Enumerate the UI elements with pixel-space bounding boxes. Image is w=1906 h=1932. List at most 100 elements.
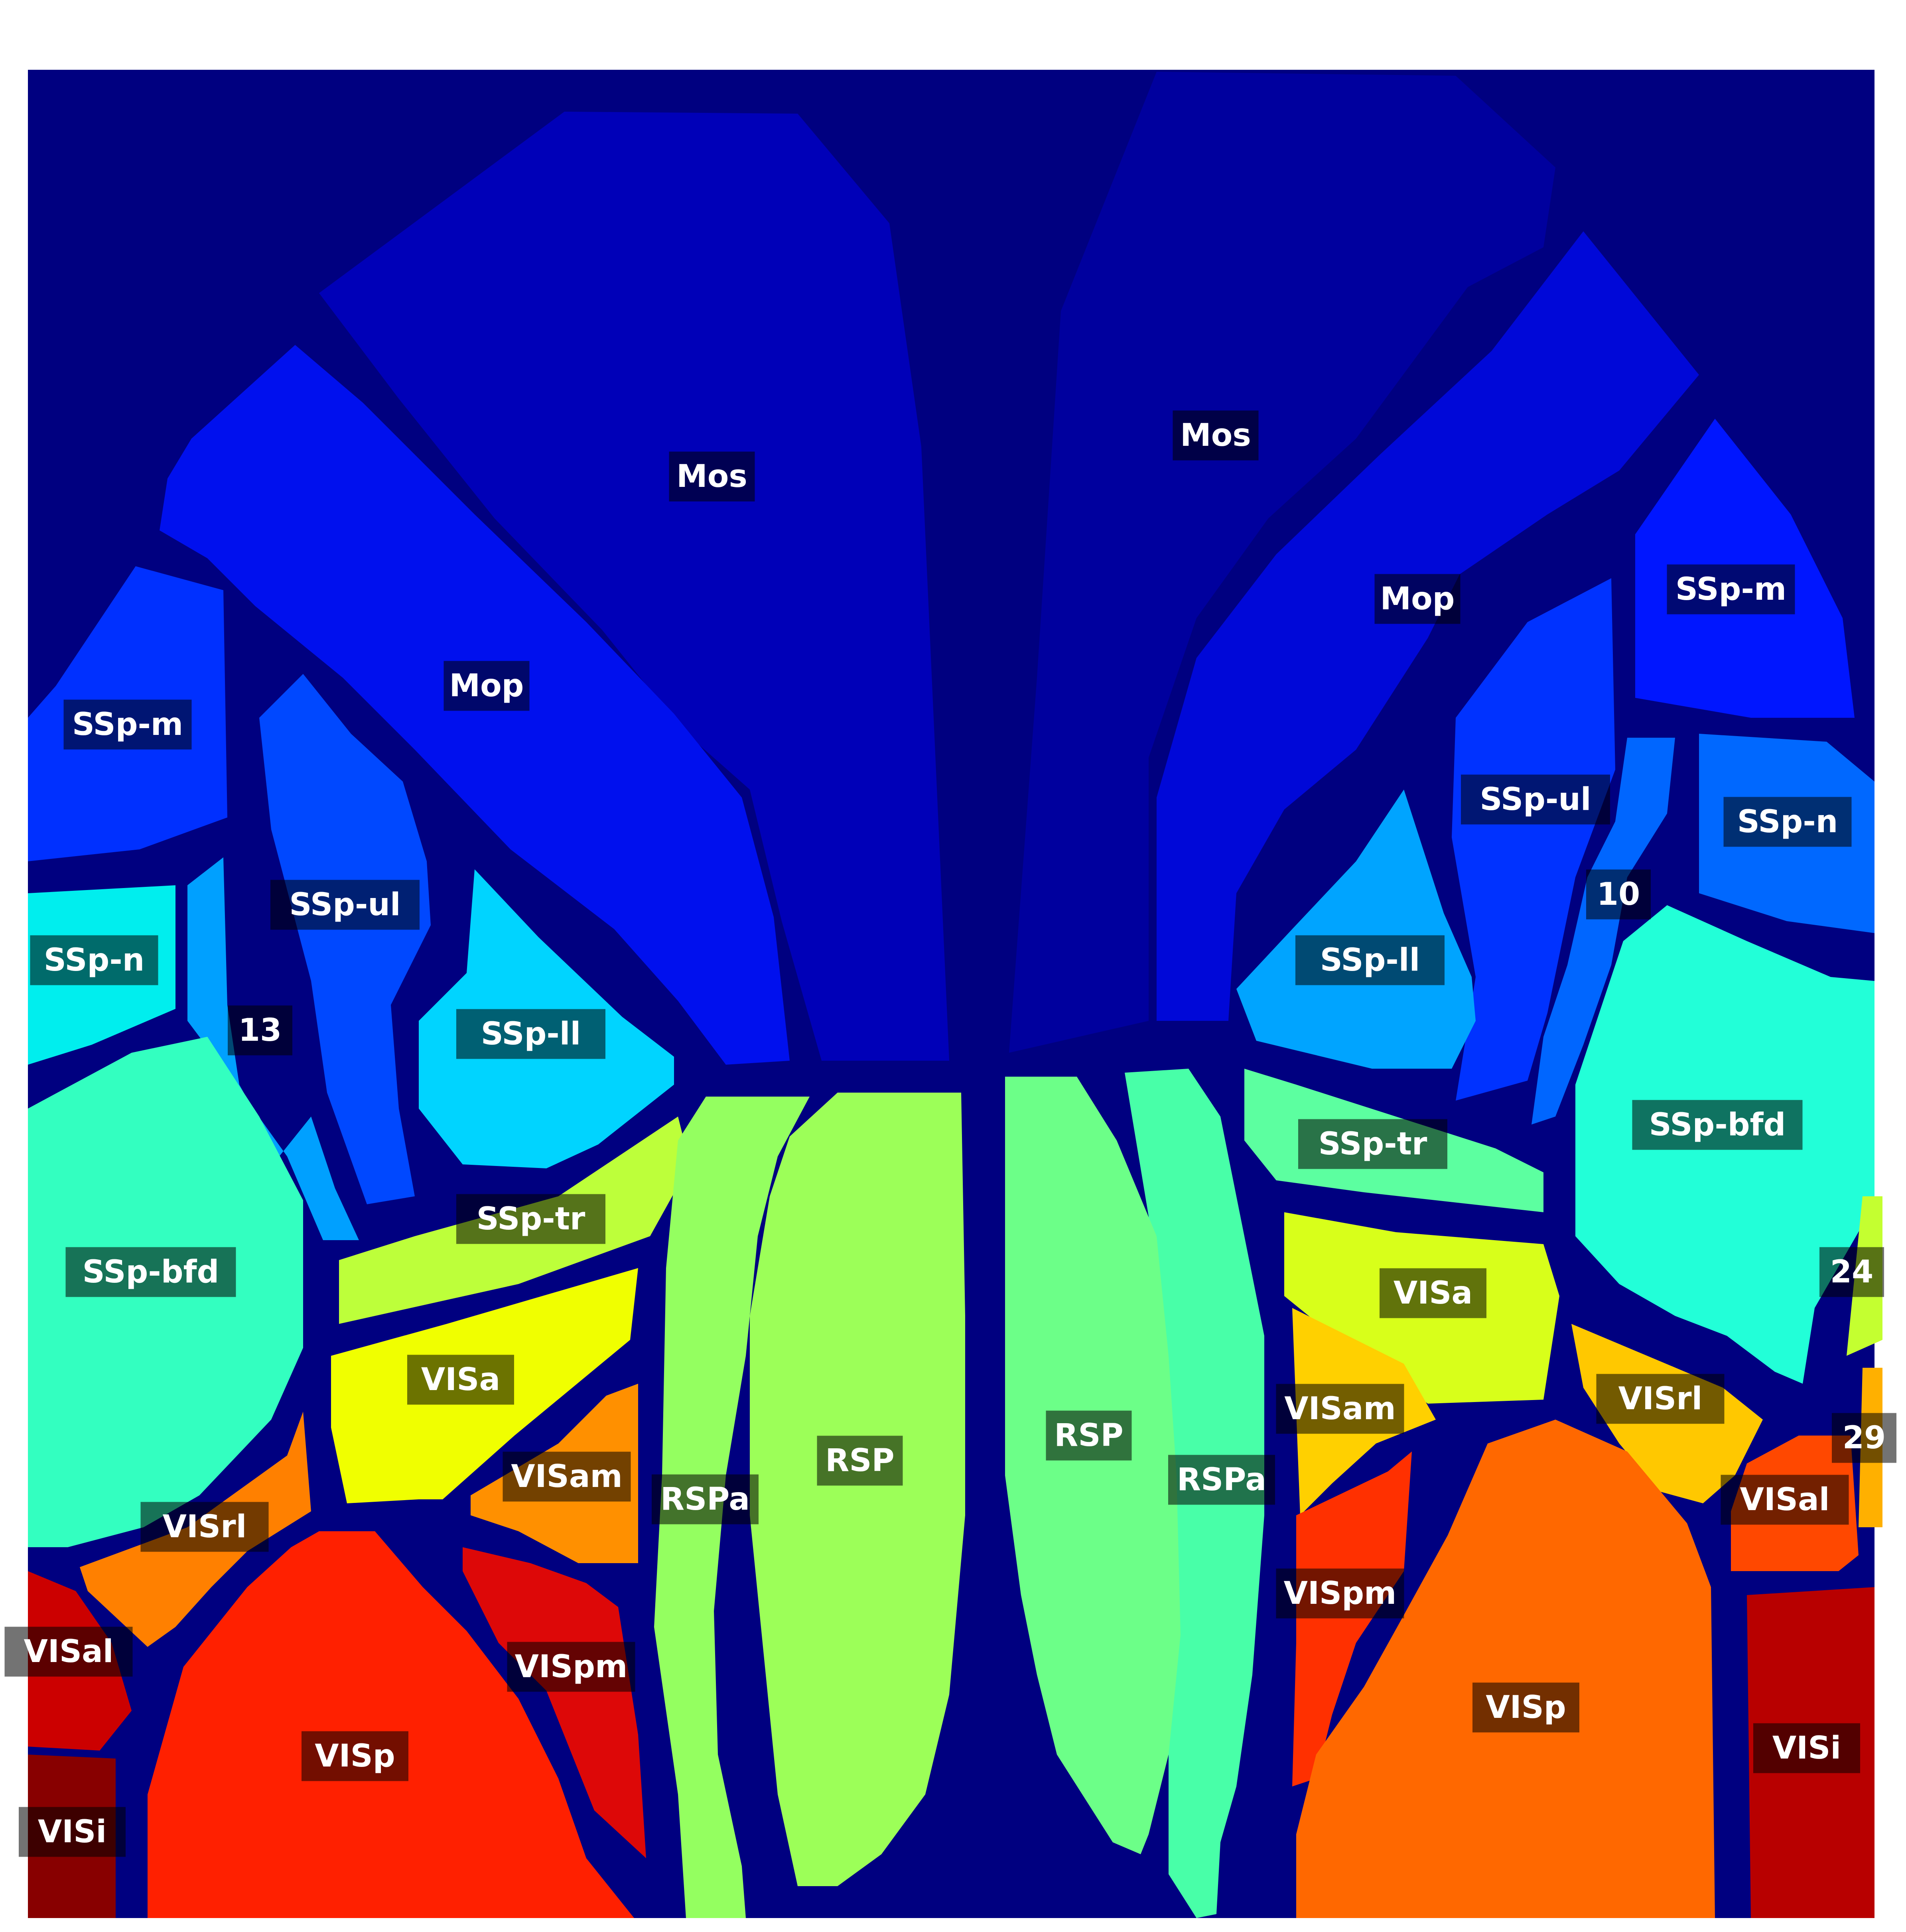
label-text: SSp-n [1737, 804, 1838, 840]
label-box [270, 880, 420, 930]
label-text: Mop [449, 668, 524, 704]
label-text: SSp-n [44, 942, 145, 978]
label-text: VISam [1284, 1391, 1395, 1427]
area-label-visrl-left: VISrl [140, 1502, 269, 1552]
area-label-10: 10 [1586, 869, 1651, 920]
label-box [228, 1005, 292, 1056]
label-box [1295, 935, 1445, 985]
label-text: 29 [1843, 1420, 1886, 1456]
label-box [456, 1009, 605, 1059]
label-box [1276, 1568, 1404, 1619]
label-box [407, 1355, 514, 1405]
label-box [1380, 1268, 1486, 1318]
labels-layer: Mos Mos Mop Mop SSp-m SSp-m SSp-ul SSp-ul SSp-n S… [4, 410, 1896, 1857]
label-text: VISrl [1618, 1381, 1703, 1417]
region-rspa-left [654, 1097, 810, 1918]
area-label-visrl-right: VISrl [1596, 1374, 1725, 1424]
label-text: VISi [38, 1814, 106, 1850]
label-text: SSp-m [72, 707, 183, 742]
label-box [1276, 1384, 1404, 1434]
area-label-ssp-m-left: SSp-m [63, 699, 192, 750]
region-ssp-ll-right [1236, 790, 1476, 1069]
area-label-rspa-left: RSPa [652, 1474, 759, 1524]
label-text: VISa [421, 1362, 500, 1398]
label-text: VISp [315, 1738, 395, 1774]
area-label-ssp-n-right: SSp-n [1723, 797, 1852, 847]
label-box [140, 1502, 269, 1552]
label-text: Mos [1180, 418, 1251, 453]
area-label-visi-right: VISi [1753, 1723, 1860, 1773]
area-label-mos-left: Mos [669, 451, 755, 502]
label-box [1632, 1100, 1803, 1150]
region-visp-left [148, 1531, 634, 1918]
label-box [652, 1474, 759, 1524]
label-box [1461, 774, 1610, 825]
region-vispm-right [1292, 1451, 1412, 1786]
label-box [1168, 1455, 1275, 1505]
area-label-mop-left: Mop [443, 661, 530, 711]
label-box [19, 1807, 126, 1857]
area-label-mop-right: Mop [1374, 574, 1461, 624]
area-label-ssp-ul-right: SSp-ul [1461, 774, 1610, 825]
label-text: Mos [676, 459, 747, 494]
label-text: VISrl [163, 1509, 247, 1545]
area-label-vispm-right: VISpm [1276, 1568, 1404, 1619]
label-box [1298, 1119, 1447, 1169]
area-label-visp-left: VISp [302, 1731, 408, 1781]
label-box [1173, 410, 1259, 461]
label-text: VISpm [1284, 1576, 1397, 1611]
area-label-rspa-right: RSPa [1168, 1455, 1275, 1505]
area-label-24: 24 [1819, 1247, 1884, 1297]
label-box [4, 1627, 133, 1677]
area-label-visa-right: VISa [1380, 1268, 1486, 1318]
label-text: VISi [1772, 1730, 1841, 1766]
label-box [1472, 1682, 1579, 1733]
label-box [817, 1436, 903, 1486]
label-box [1374, 574, 1461, 624]
label-box [1046, 1410, 1132, 1461]
label-text: Mop [1380, 581, 1455, 617]
area-label-rsp-left: RSP [817, 1436, 903, 1486]
label-box [1667, 564, 1795, 614]
label-box [507, 1642, 635, 1692]
label-box [1586, 869, 1651, 920]
region-vispm-left [463, 1547, 646, 1858]
label-box [30, 935, 158, 985]
label-text: SSp-bfd [83, 1254, 219, 1290]
label-text: SSp-ll [1320, 942, 1420, 978]
region-rsp-right [1005, 1077, 1181, 1854]
region-ssp-ul-right [1452, 578, 1615, 1101]
label-text: 24 [1830, 1254, 1874, 1290]
label-text: VISam [511, 1459, 622, 1495]
label-box [503, 1451, 631, 1502]
label-text: 13 [238, 1012, 282, 1048]
area-label-vispm-left: VISpm [507, 1642, 635, 1692]
label-text: VISpm [515, 1649, 628, 1685]
region-rsp-left [750, 1093, 965, 1886]
label-text: VISa [1394, 1275, 1472, 1311]
label-box [1721, 1475, 1849, 1525]
label-text: SSp-ul [289, 887, 400, 923]
label-box [443, 661, 530, 711]
label-box [1753, 1723, 1860, 1773]
label-text: SSp-m [1675, 571, 1786, 607]
label-box [1723, 797, 1852, 847]
label-box [1832, 1413, 1896, 1463]
area-label-13: 13 [228, 1005, 292, 1056]
area-label-visal-right: VISal [1721, 1475, 1849, 1525]
label-text: SSp-tr [477, 1201, 585, 1237]
area-label-rsp-right: RSP [1046, 1410, 1132, 1461]
label-text: RSPa [1177, 1462, 1266, 1498]
area-label-ssp-m-right: SSp-m [1667, 564, 1795, 614]
area-label-visi-left: VISi [19, 1807, 126, 1857]
area-label-ssp-bfd-right: SSp-bfd [1632, 1100, 1803, 1150]
label-box [302, 1731, 408, 1781]
label-text: 10 [1597, 876, 1640, 912]
label-box [65, 1247, 236, 1297]
area-label-visam-right: VISam [1276, 1384, 1404, 1434]
label-text: RSP [1054, 1418, 1123, 1453]
region-mos-right [1009, 72, 1555, 1053]
label-text: SSp-ll [481, 1016, 581, 1052]
label-text: SSp-ul [1480, 782, 1591, 817]
area-label-mos-right: Mos [1173, 410, 1259, 461]
